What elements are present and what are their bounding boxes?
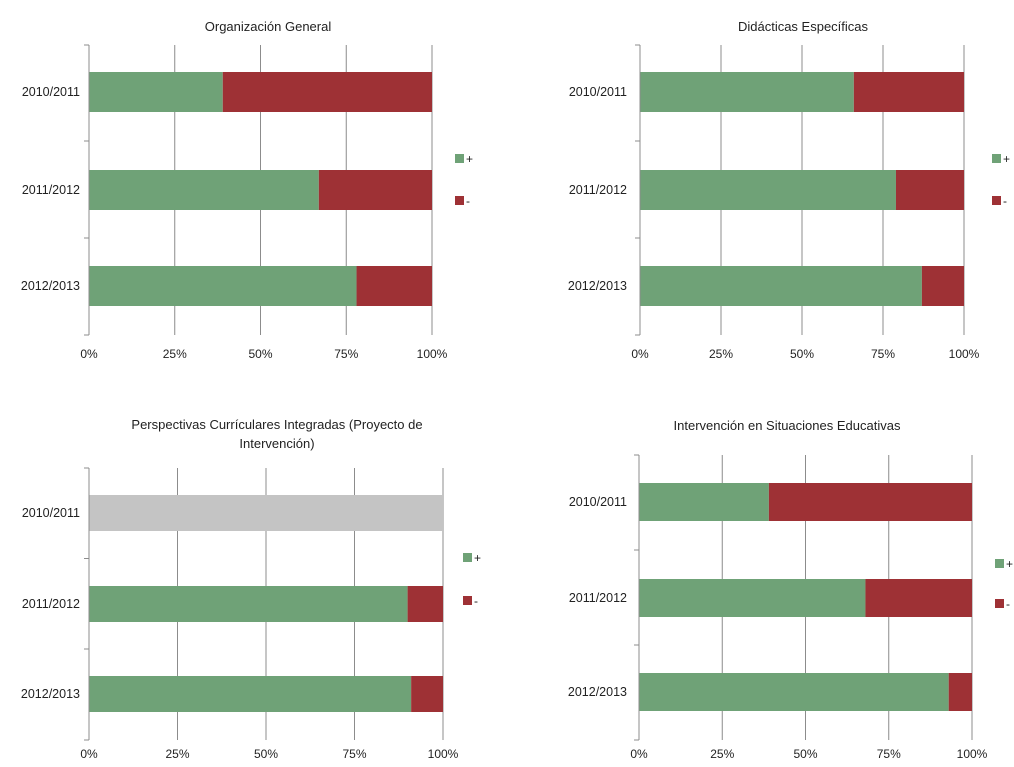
chart-organizacion-general: Organización General 2010/2011 2011/2012 20… bbox=[21, 19, 473, 361]
bar-minus bbox=[865, 579, 972, 617]
x-tick-label: 75% bbox=[871, 347, 895, 361]
legend-swatch-minus bbox=[463, 596, 472, 605]
x-tick-label: 50% bbox=[254, 747, 278, 761]
x-tick-label: 100% bbox=[417, 347, 448, 361]
x-tick-label: 100% bbox=[428, 747, 459, 761]
legend-label-plus: + bbox=[1006, 557, 1013, 571]
bar-plus bbox=[89, 72, 223, 112]
bar-minus bbox=[222, 72, 432, 112]
x-tick-label: 75% bbox=[877, 747, 901, 761]
bar-minus bbox=[948, 673, 972, 711]
bar-plus bbox=[89, 266, 357, 306]
bar-plus bbox=[89, 676, 412, 712]
category-label: 2010/2011 bbox=[569, 495, 627, 509]
legend-label-plus: + bbox=[1003, 152, 1010, 166]
x-tick-label: 100% bbox=[957, 747, 988, 761]
bar-minus bbox=[356, 266, 432, 306]
bar-plus bbox=[639, 579, 866, 617]
bar-minus bbox=[407, 586, 443, 622]
bar-plus bbox=[639, 673, 949, 711]
bar-plus bbox=[640, 72, 854, 112]
legend-swatch-plus bbox=[463, 553, 472, 562]
bar-minus bbox=[895, 170, 964, 210]
chart-intervencion-situaciones: Intervención en Situaciones Educativas 20… bbox=[568, 418, 1013, 761]
category-label: 2010/2011 bbox=[22, 506, 80, 520]
chart-perspectivas-curriculares: Perspectivas Currículares Integradas (Pr… bbox=[21, 417, 481, 761]
category-label: 2012/2013 bbox=[568, 279, 627, 293]
chart-title: Perspectivas Currículares Integradas (Pr… bbox=[131, 417, 422, 432]
legend-label-minus: - bbox=[466, 194, 470, 208]
legend-label-plus: + bbox=[466, 152, 473, 166]
legend-swatch-plus bbox=[992, 154, 1001, 163]
x-tick-label: 25% bbox=[710, 747, 734, 761]
category-label: 2011/2012 bbox=[569, 591, 627, 605]
legend-label-minus: - bbox=[474, 594, 478, 608]
bar-minus bbox=[853, 72, 964, 112]
legend-swatch-minus bbox=[455, 196, 464, 205]
legend-swatch-plus bbox=[995, 559, 1004, 568]
bar-no-data bbox=[89, 495, 443, 531]
category-label: 2010/2011 bbox=[569, 85, 627, 99]
category-label: 2012/2013 bbox=[21, 279, 80, 293]
bar-minus bbox=[318, 170, 432, 210]
bar-plus bbox=[640, 266, 922, 306]
chart-title: Intervención en Situaciones Educativas bbox=[674, 418, 901, 433]
chart-title: Intervención) bbox=[239, 436, 314, 451]
x-tick-label: 0% bbox=[631, 347, 649, 361]
x-tick-label: 25% bbox=[165, 747, 189, 761]
category-label: 2010/2011 bbox=[22, 85, 80, 99]
chart-title: Didácticas Específicas bbox=[738, 19, 869, 34]
bar-plus bbox=[640, 170, 896, 210]
legend-swatch-plus bbox=[455, 154, 464, 163]
x-tick-label: 50% bbox=[793, 747, 817, 761]
legend-swatch-minus bbox=[992, 196, 1001, 205]
bar-minus bbox=[768, 483, 972, 521]
chart-didacticas-especificas: Didácticas Específicas 2010/2011 2011/2012… bbox=[568, 19, 1010, 361]
category-label: 2011/2012 bbox=[569, 183, 627, 197]
category-label: 2011/2012 bbox=[22, 183, 80, 197]
legend-label-plus: + bbox=[474, 551, 481, 565]
x-tick-label: 50% bbox=[790, 347, 814, 361]
x-tick-label: 0% bbox=[80, 347, 98, 361]
chart-title: Organización General bbox=[205, 19, 332, 34]
legend-label-minus: - bbox=[1003, 194, 1007, 208]
x-tick-label: 25% bbox=[709, 347, 733, 361]
x-tick-label: 75% bbox=[334, 347, 358, 361]
category-label: 2012/2013 bbox=[568, 685, 627, 699]
x-tick-label: 50% bbox=[248, 347, 272, 361]
legend-label-minus: - bbox=[1006, 597, 1010, 611]
bar-plus bbox=[89, 170, 319, 210]
bar-minus bbox=[921, 266, 964, 306]
x-tick-label: 0% bbox=[80, 747, 98, 761]
bar-minus bbox=[411, 676, 443, 712]
x-tick-label: 100% bbox=[949, 347, 980, 361]
category-label: 2011/2012 bbox=[22, 597, 80, 611]
bar-plus bbox=[89, 586, 408, 622]
category-label: 2012/2013 bbox=[21, 687, 80, 701]
legend-swatch-minus bbox=[995, 599, 1004, 608]
x-tick-label: 0% bbox=[630, 747, 648, 761]
x-tick-label: 75% bbox=[342, 747, 366, 761]
bar-plus bbox=[639, 483, 769, 521]
x-tick-label: 25% bbox=[163, 347, 187, 361]
